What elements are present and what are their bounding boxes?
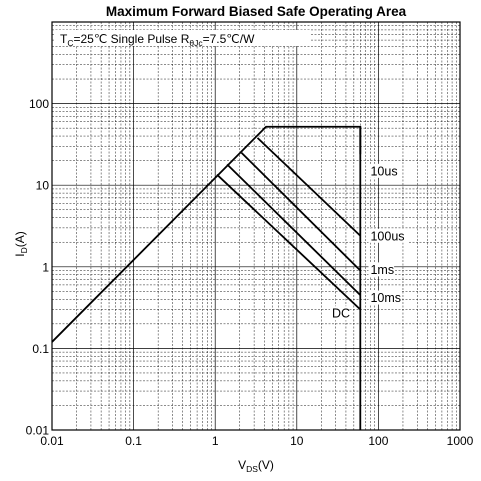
curve-label-dc: DC [332,307,350,321]
tc-subscript: C [67,38,73,48]
x-axis-label: VDS(V) [238,458,274,474]
conditions-annotation: TC=25℃ Single Pulse RθJc=7.5℃/W [60,32,255,48]
tc-text: =25℃ Single Pulse R [73,32,189,46]
curve-label-1ms: 1ms [370,263,394,277]
curve-labels: 10us 100us 1ms 10ms DC [329,163,409,321]
curve-label-background [368,262,395,277]
y-tick-label: 0.1 [32,342,49,356]
y-tick-labels: 0.01 0.1 1 10 100 [26,97,50,437]
x-tick-label: 0.1 [125,434,142,448]
series-group [51,125,362,430]
x-tick-label: 1000 [447,434,474,448]
series-line-100us [256,137,361,237]
series-line-dc [216,173,361,311]
series-line-1ms [240,152,361,272]
x-tick-label: 100 [368,434,388,448]
y-tick-label: 1 [42,260,49,274]
curve-label-10us: 10us [370,164,397,178]
x-tick-label: 10 [290,434,304,448]
tc-symbol: T [60,32,68,46]
annotation-background [54,30,310,46]
grid [52,22,460,430]
y-tick-label: 0.01 [26,424,50,438]
curve-label-100us: 100us [370,229,404,243]
y-tick-label: 100 [29,97,49,111]
curve-label-background [329,306,349,321]
y-axis-label: ID(A) [13,231,29,256]
curve-label-10ms: 10ms [370,291,401,305]
rth-text: =7.5℃/W [203,32,256,46]
series-line-10ms [226,163,361,296]
rth-subscript: θJc [189,38,203,48]
curve-label-background [368,163,402,178]
y-tick-label: 10 [36,179,50,193]
x-tick-label: 0.01 [40,434,64,448]
curve-label-background [368,228,409,243]
x-tick-label: 1 [212,434,219,448]
plot-frame [51,21,461,431]
x-tick-labels: 0.01 0.1 1 10 100 1000 [40,434,473,448]
curve-label-background [368,290,402,305]
chart-title: Maximum Forward Biased Safe Operating Ar… [106,4,407,19]
